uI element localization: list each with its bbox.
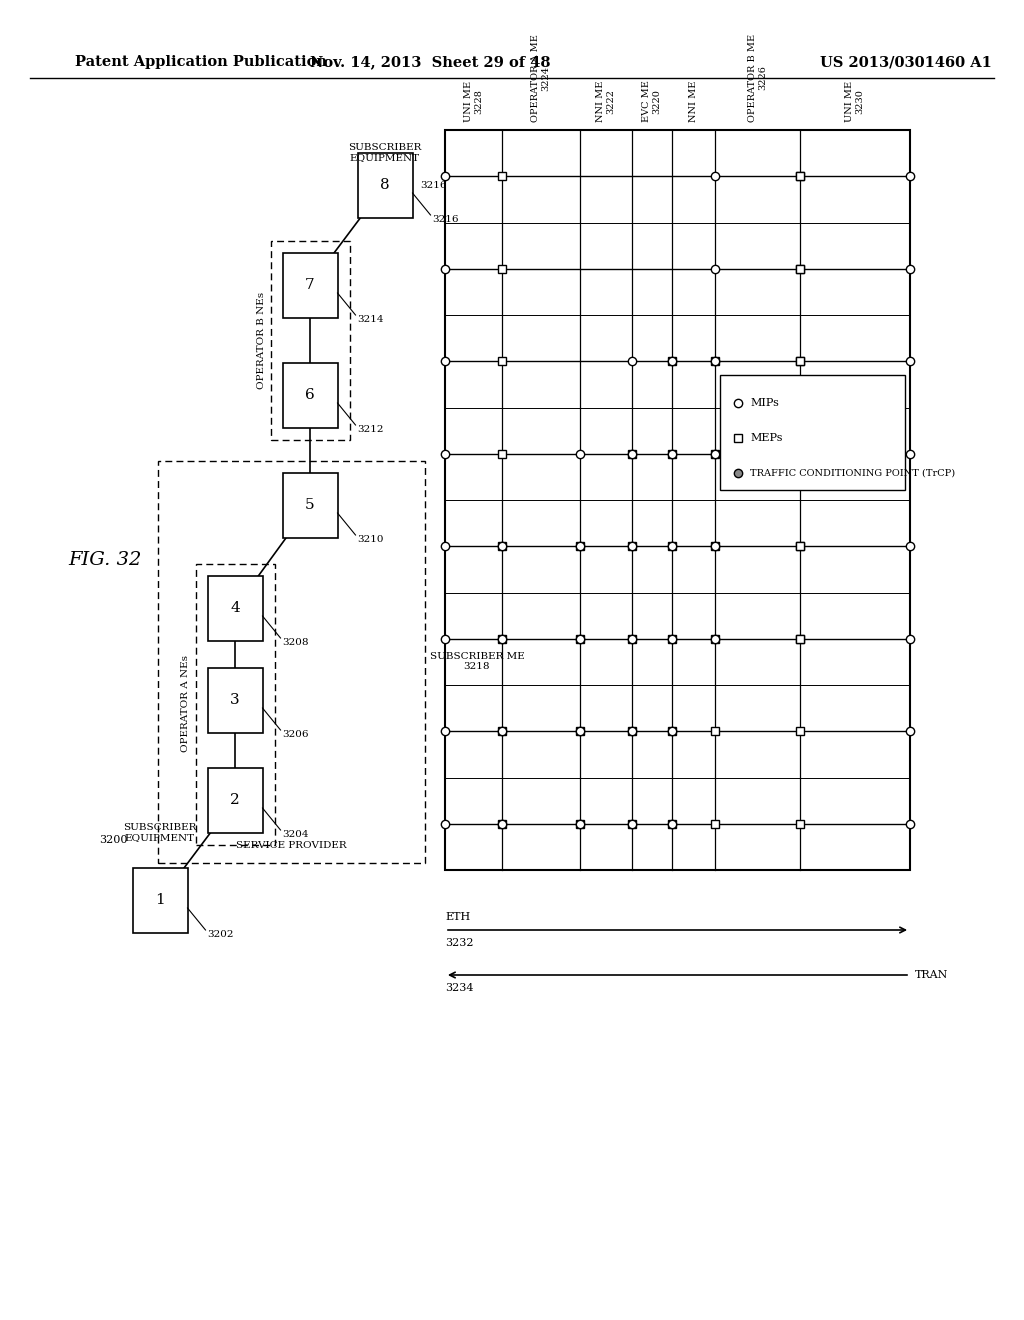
Text: 1: 1 (155, 894, 165, 907)
Text: NNI ME: NNI ME (689, 81, 698, 121)
Text: 3214: 3214 (357, 315, 384, 323)
Text: OPERATOR A NEs: OPERATOR A NEs (181, 656, 190, 752)
Bar (208, 576, 262, 640)
Text: TRAFFIC CONDITIONING POINT (TrCP): TRAFFIC CONDITIONING POINT (TrCP) (750, 469, 955, 478)
Text: Patent Application Publication: Patent Application Publication (75, 55, 327, 69)
Text: MIPs: MIPs (750, 399, 779, 408)
Text: 2: 2 (230, 793, 240, 807)
Text: ETH: ETH (445, 912, 470, 921)
Text: 3202: 3202 (208, 931, 234, 939)
Text: 4: 4 (230, 601, 240, 615)
Text: 3200: 3200 (99, 836, 128, 845)
Text: 8: 8 (380, 178, 390, 191)
Text: 7: 7 (305, 279, 314, 292)
Text: 3234: 3234 (445, 983, 473, 993)
Bar (720, 375, 905, 490)
Text: FIG. 32: FIG. 32 (68, 550, 141, 569)
Text: OPERATOR B NEs: OPERATOR B NEs (256, 292, 265, 388)
Text: EVC ME
3220: EVC ME 3220 (642, 81, 662, 121)
Text: 3216: 3216 (421, 181, 447, 190)
Text: OPERATOR A ME
3224: OPERATOR A ME 3224 (531, 34, 551, 121)
Text: UNI ME
3230: UNI ME 3230 (845, 81, 864, 121)
Text: 3204: 3204 (283, 830, 309, 840)
Text: 3216: 3216 (432, 215, 459, 224)
Text: US 2013/0301460 A1: US 2013/0301460 A1 (820, 55, 992, 69)
Text: NNI ME
3222: NNI ME 3222 (596, 81, 615, 121)
Text: 3: 3 (230, 693, 240, 708)
Text: SUBSCRIBER
EQUIPMENT: SUBSCRIBER EQUIPMENT (348, 143, 422, 162)
Bar (357, 153, 413, 218)
Bar (208, 668, 262, 733)
Text: 3208: 3208 (283, 638, 309, 647)
Text: 3212: 3212 (357, 425, 384, 434)
Text: 5: 5 (305, 498, 314, 512)
Text: OPERATOR B ME
3226: OPERATOR B ME 3226 (748, 34, 767, 121)
Text: 3210: 3210 (357, 535, 384, 544)
Bar (445, 129, 910, 870)
Text: MEPs: MEPs (750, 433, 782, 444)
Text: 3206: 3206 (283, 730, 309, 739)
Bar (283, 252, 338, 318)
Bar (283, 473, 338, 537)
Text: TRAN: TRAN (915, 970, 948, 979)
Text: SERVICE PROVIDER: SERVICE PROVIDER (236, 842, 346, 850)
Bar (132, 867, 187, 932)
Text: SUBSCRIBER ME
3218: SUBSCRIBER ME 3218 (429, 652, 524, 671)
Bar (208, 767, 262, 833)
Text: Nov. 14, 2013  Sheet 29 of 48: Nov. 14, 2013 Sheet 29 of 48 (309, 55, 550, 69)
Text: SUBSCRIBER
EQUIPMENT: SUBSCRIBER EQUIPMENT (123, 822, 197, 842)
Text: 6: 6 (305, 388, 314, 403)
Bar (196, 564, 274, 845)
Text: UNI ME
3228: UNI ME 3228 (464, 81, 483, 121)
Bar (270, 240, 349, 440)
Bar (283, 363, 338, 428)
Text: 3232: 3232 (445, 939, 473, 948)
Bar (158, 461, 425, 862)
